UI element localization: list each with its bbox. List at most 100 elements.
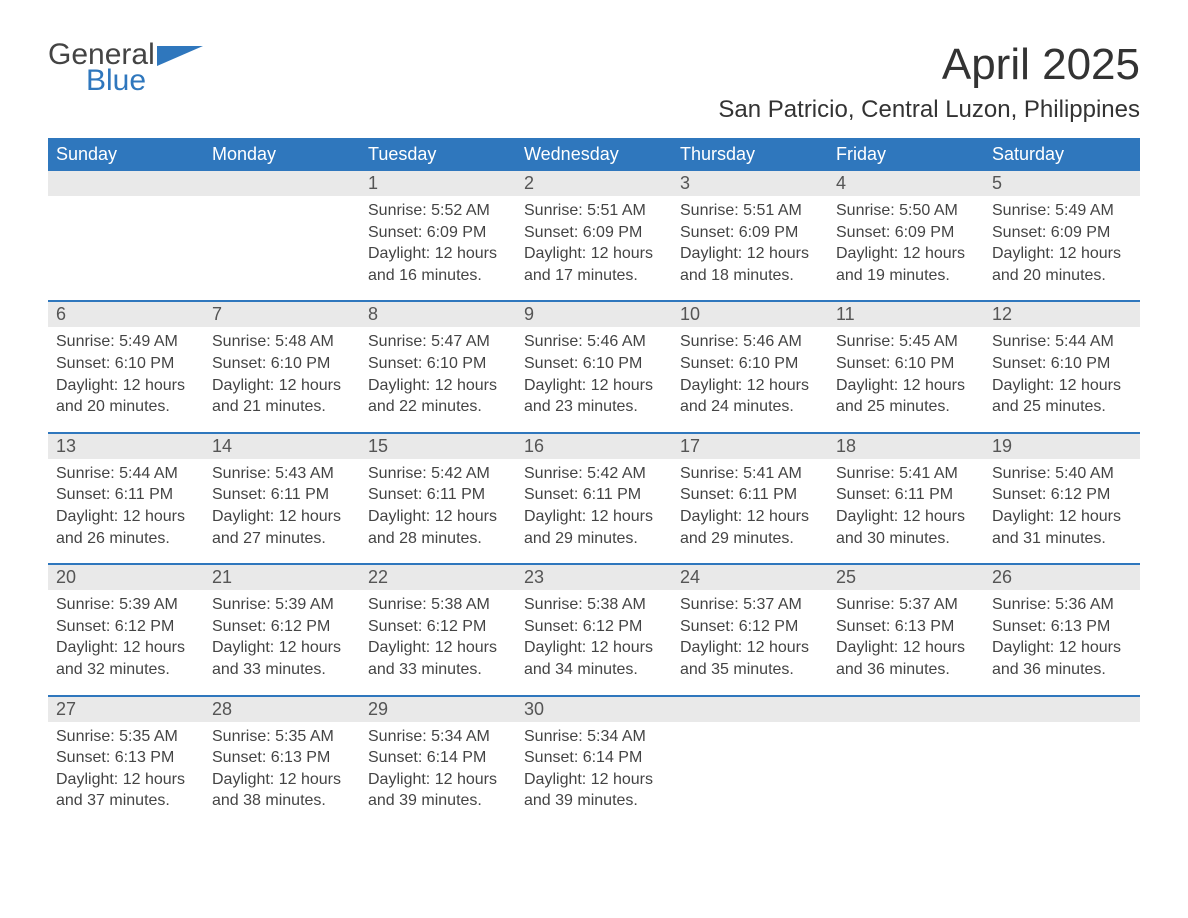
daylight-text: Daylight: 12 hours and 28 minutes. — [368, 506, 508, 549]
content-row: Sunrise: 5:35 AMSunset: 6:13 PMDaylight:… — [48, 722, 1140, 826]
day-content-cell: Sunrise: 5:51 AMSunset: 6:09 PMDaylight:… — [516, 196, 672, 286]
daylight-text: Daylight: 12 hours and 18 minutes. — [680, 243, 820, 286]
calendar-week: 20212223242526Sunrise: 5:39 AMSunset: 6:… — [48, 563, 1140, 694]
sunset-text: Sunset: 6:12 PM — [56, 616, 196, 638]
day-content-cell: Sunrise: 5:37 AMSunset: 6:12 PMDaylight:… — [672, 590, 828, 680]
day-content-cell: Sunrise: 5:42 AMSunset: 6:11 PMDaylight:… — [360, 459, 516, 549]
date-cell: 22 — [360, 565, 516, 590]
date-cell: 5 — [984, 171, 1140, 196]
day-content-cell: Sunrise: 5:47 AMSunset: 6:10 PMDaylight:… — [360, 327, 516, 417]
sunset-text: Sunset: 6:13 PM — [992, 616, 1132, 638]
day-content-cell: Sunrise: 5:51 AMSunset: 6:09 PMDaylight:… — [672, 196, 828, 286]
title-block: April 2025 San Patricio, Central Luzon, … — [718, 40, 1140, 134]
sunset-text: Sunset: 6:10 PM — [212, 353, 352, 375]
weeks-container: 12345Sunrise: 5:52 AMSunset: 6:09 PMDayl… — [48, 171, 1140, 826]
logo-flag-icon — [157, 46, 203, 72]
day-content-cell: Sunrise: 5:42 AMSunset: 6:11 PMDaylight:… — [516, 459, 672, 549]
calendar-week: 27282930Sunrise: 5:35 AMSunset: 6:13 PMD… — [48, 695, 1140, 826]
sunset-text: Sunset: 6:10 PM — [992, 353, 1132, 375]
day-content-cell: Sunrise: 5:36 AMSunset: 6:13 PMDaylight:… — [984, 590, 1140, 680]
day-content-cell — [204, 196, 360, 286]
sunset-text: Sunset: 6:09 PM — [368, 222, 508, 244]
day-content-cell: Sunrise: 5:49 AMSunset: 6:10 PMDaylight:… — [48, 327, 204, 417]
date-cell: 24 — [672, 565, 828, 590]
sunset-text: Sunset: 6:10 PM — [836, 353, 976, 375]
daylight-text: Daylight: 12 hours and 39 minutes. — [524, 769, 664, 812]
sunrise-text: Sunrise: 5:46 AM — [680, 331, 820, 353]
sunrise-text: Sunrise: 5:43 AM — [212, 463, 352, 485]
date-cell: 21 — [204, 565, 360, 590]
sunset-text: Sunset: 6:10 PM — [524, 353, 664, 375]
day-content-cell — [672, 722, 828, 812]
date-cell: 26 — [984, 565, 1140, 590]
sunset-text: Sunset: 6:13 PM — [56, 747, 196, 769]
logo-line2: Blue — [86, 66, 155, 96]
day-content-cell: Sunrise: 5:43 AMSunset: 6:11 PMDaylight:… — [204, 459, 360, 549]
day-content-cell — [984, 722, 1140, 812]
day-header-friday: Friday — [828, 138, 984, 171]
day-content-cell — [48, 196, 204, 286]
sunrise-text: Sunrise: 5:42 AM — [368, 463, 508, 485]
day-headers-row: Sunday Monday Tuesday Wednesday Thursday… — [48, 138, 1140, 171]
sunset-text: Sunset: 6:09 PM — [992, 222, 1132, 244]
sunrise-text: Sunrise: 5:35 AM — [212, 726, 352, 748]
day-content-cell: Sunrise: 5:37 AMSunset: 6:13 PMDaylight:… — [828, 590, 984, 680]
sunrise-text: Sunrise: 5:38 AM — [524, 594, 664, 616]
date-cell: 13 — [48, 434, 204, 459]
date-cell: 18 — [828, 434, 984, 459]
day-content-cell: Sunrise: 5:39 AMSunset: 6:12 PMDaylight:… — [48, 590, 204, 680]
sunset-text: Sunset: 6:14 PM — [524, 747, 664, 769]
daylight-text: Daylight: 12 hours and 37 minutes. — [56, 769, 196, 812]
daylight-text: Daylight: 12 hours and 29 minutes. — [524, 506, 664, 549]
date-cell — [828, 697, 984, 722]
sunset-text: Sunset: 6:12 PM — [992, 484, 1132, 506]
sunrise-text: Sunrise: 5:52 AM — [368, 200, 508, 222]
date-cell: 27 — [48, 697, 204, 722]
daylight-text: Daylight: 12 hours and 20 minutes. — [992, 243, 1132, 286]
date-row: 20212223242526 — [48, 565, 1140, 590]
daylight-text: Daylight: 12 hours and 25 minutes. — [992, 375, 1132, 418]
sunrise-text: Sunrise: 5:49 AM — [992, 200, 1132, 222]
daylight-text: Daylight: 12 hours and 26 minutes. — [56, 506, 196, 549]
sunrise-text: Sunrise: 5:51 AM — [680, 200, 820, 222]
day-content-cell: Sunrise: 5:44 AMSunset: 6:10 PMDaylight:… — [984, 327, 1140, 417]
date-cell: 17 — [672, 434, 828, 459]
day-content-cell: Sunrise: 5:34 AMSunset: 6:14 PMDaylight:… — [516, 722, 672, 812]
day-content-cell: Sunrise: 5:35 AMSunset: 6:13 PMDaylight:… — [204, 722, 360, 812]
daylight-text: Daylight: 12 hours and 33 minutes. — [212, 637, 352, 680]
sunrise-text: Sunrise: 5:36 AM — [992, 594, 1132, 616]
daylight-text: Daylight: 12 hours and 25 minutes. — [836, 375, 976, 418]
day-content-cell: Sunrise: 5:38 AMSunset: 6:12 PMDaylight:… — [360, 590, 516, 680]
sunrise-text: Sunrise: 5:37 AM — [680, 594, 820, 616]
sunset-text: Sunset: 6:11 PM — [212, 484, 352, 506]
header: General Blue April 2025 San Patricio, Ce… — [48, 40, 1140, 134]
daylight-text: Daylight: 12 hours and 38 minutes. — [212, 769, 352, 812]
date-row: 27282930 — [48, 697, 1140, 722]
sunrise-text: Sunrise: 5:44 AM — [992, 331, 1132, 353]
sunrise-text: Sunrise: 5:49 AM — [56, 331, 196, 353]
date-cell: 29 — [360, 697, 516, 722]
date-cell: 23 — [516, 565, 672, 590]
daylight-text: Daylight: 12 hours and 24 minutes. — [680, 375, 820, 418]
sunrise-text: Sunrise: 5:40 AM — [992, 463, 1132, 485]
daylight-text: Daylight: 12 hours and 16 minutes. — [368, 243, 508, 286]
daylight-text: Daylight: 12 hours and 36 minutes. — [836, 637, 976, 680]
content-row: Sunrise: 5:39 AMSunset: 6:12 PMDaylight:… — [48, 590, 1140, 694]
sunrise-text: Sunrise: 5:42 AM — [524, 463, 664, 485]
daylight-text: Daylight: 12 hours and 27 minutes. — [212, 506, 352, 549]
sunrise-text: Sunrise: 5:34 AM — [368, 726, 508, 748]
sunrise-text: Sunrise: 5:38 AM — [368, 594, 508, 616]
sunset-text: Sunset: 6:14 PM — [368, 747, 508, 769]
daylight-text: Daylight: 12 hours and 17 minutes. — [524, 243, 664, 286]
date-cell: 7 — [204, 302, 360, 327]
sunset-text: Sunset: 6:12 PM — [524, 616, 664, 638]
day-content-cell: Sunrise: 5:44 AMSunset: 6:11 PMDaylight:… — [48, 459, 204, 549]
date-cell: 8 — [360, 302, 516, 327]
sunset-text: Sunset: 6:12 PM — [368, 616, 508, 638]
sunset-text: Sunset: 6:11 PM — [368, 484, 508, 506]
date-cell — [984, 697, 1140, 722]
date-cell: 1 — [360, 171, 516, 196]
daylight-text: Daylight: 12 hours and 34 minutes. — [524, 637, 664, 680]
sunrise-text: Sunrise: 5:44 AM — [56, 463, 196, 485]
sunrise-text: Sunrise: 5:47 AM — [368, 331, 508, 353]
